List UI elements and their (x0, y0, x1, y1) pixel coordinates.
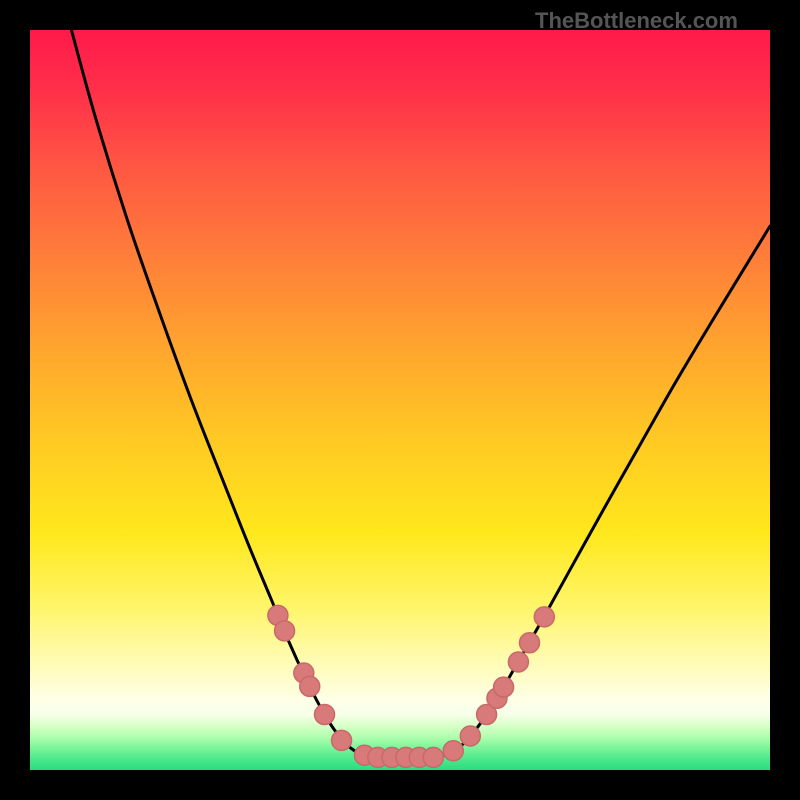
curve-marker (534, 607, 554, 627)
curve-marker (315, 705, 335, 725)
bottleneck-chart (0, 0, 800, 800)
curve-marker (332, 730, 352, 750)
curve-marker (300, 676, 320, 696)
curve-marker (275, 621, 295, 641)
curve-marker (508, 652, 528, 672)
curve-marker (520, 633, 540, 653)
curve-marker (443, 741, 463, 761)
plot-background (30, 30, 770, 770)
curve-marker (494, 677, 514, 697)
curve-marker (423, 747, 443, 767)
curve-marker (460, 726, 480, 746)
